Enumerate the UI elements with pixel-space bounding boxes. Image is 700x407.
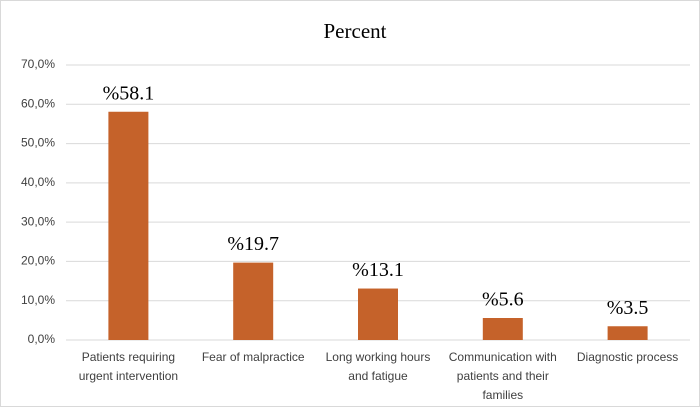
- value-label: %19.7: [227, 233, 279, 255]
- y-tick-label: 30,0%: [21, 214, 55, 228]
- bar: [607, 326, 648, 340]
- x-tick-label: Diagnostic process: [576, 350, 679, 364]
- bar: [108, 111, 149, 340]
- value-label: %5.6: [482, 289, 524, 311]
- value-label: %3.5: [607, 297, 649, 319]
- x-tick-label: Fear of malpractice: [201, 350, 305, 364]
- y-tick-label: 40,0%: [21, 175, 55, 189]
- y-tick-label: 60,0%: [21, 96, 55, 110]
- y-tick-label: 0,0%: [28, 332, 56, 346]
- x-tick-label: Patients requiring urgent intervention: [78, 350, 179, 383]
- y-tick-label: 20,0%: [21, 254, 55, 268]
- y-tick-label: 70,0%: [21, 57, 55, 71]
- y-tick-label: 10,0%: [21, 293, 55, 307]
- y-tick-label: 50,0%: [21, 136, 55, 150]
- bar: [482, 318, 523, 340]
- chart-title: Percent: [324, 19, 387, 43]
- value-label: %13.1: [352, 259, 404, 281]
- value-label: %58.1: [103, 82, 155, 104]
- bar: [358, 288, 398, 340]
- x-tick-label: Long working hours and fatigue: [325, 350, 431, 383]
- x-tick-label: Communication with patients and their fa…: [448, 350, 557, 402]
- bar: [233, 262, 274, 340]
